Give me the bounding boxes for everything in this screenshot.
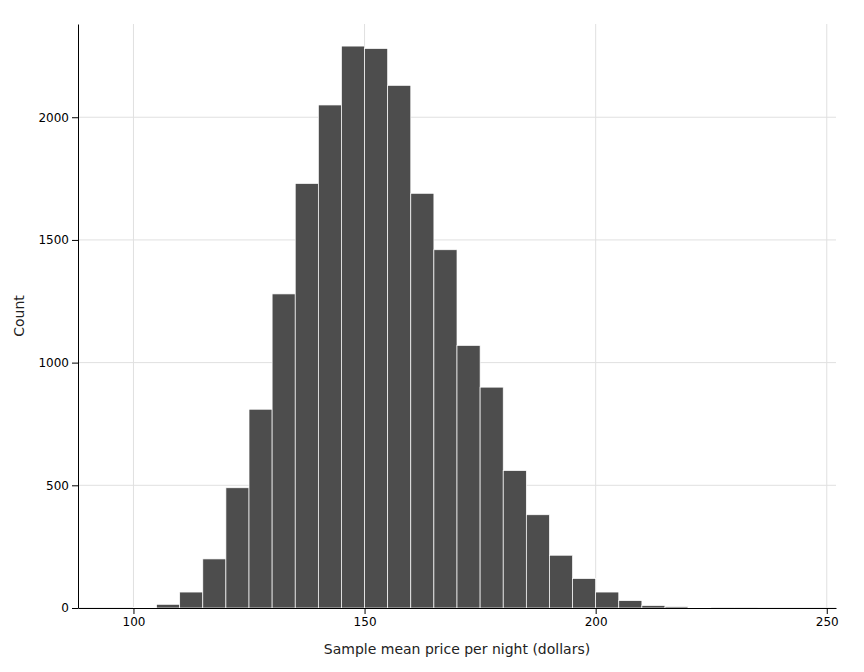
bar (665, 607, 688, 608)
chart: 100 150 200 250 0 500 1000 1500 2000 Sample mean … (0, 0, 864, 672)
tick-label: 150 (354, 615, 377, 629)
tick: 500 (46, 479, 78, 493)
bar (249, 409, 272, 608)
tick: 0 (61, 601, 78, 615)
tick-mark (827, 608, 828, 614)
grid-line (826, 24, 827, 608)
bar (503, 471, 526, 608)
bar (457, 345, 480, 608)
tick: 250 (816, 608, 839, 629)
tick: 2000 (38, 111, 78, 125)
bar (295, 183, 318, 608)
x-axis-title: Sample mean price per night (dollars) (324, 641, 590, 657)
grid (78, 24, 836, 608)
bar (180, 592, 203, 608)
x-axis: 100 150 200 250 (79, 608, 839, 629)
bar (434, 250, 457, 608)
bar (526, 515, 549, 608)
grid-line (78, 239, 836, 240)
tick: 150 (354, 608, 377, 629)
tick-mark (72, 485, 78, 486)
bar (734, 607, 757, 608)
bar (365, 49, 388, 608)
tick-mark (596, 608, 597, 614)
tick: 1000 (38, 356, 78, 370)
bar (341, 46, 364, 608)
tick-label: 250 (816, 615, 839, 629)
bar (318, 105, 341, 608)
tick-label: 500 (46, 479, 69, 493)
tick-label: 1500 (38, 233, 69, 247)
y-axis-title: Count (11, 295, 27, 337)
bar (711, 607, 734, 608)
tick-mark (72, 117, 78, 118)
bar (642, 606, 665, 608)
grid-line (133, 24, 134, 608)
bar (226, 488, 249, 608)
bar (688, 607, 711, 608)
grid-line (78, 117, 836, 118)
plot: 100 150 200 250 0 500 1000 1500 2000 (38, 24, 838, 629)
tick-label: 2000 (38, 111, 69, 125)
bar (203, 559, 226, 608)
tick: 200 (585, 608, 608, 629)
bar (596, 592, 619, 608)
tick-label: 0 (61, 601, 69, 615)
tick-mark (72, 608, 78, 609)
tick-label: 100 (123, 615, 146, 629)
bar (272, 294, 295, 608)
axis-line (79, 608, 837, 609)
tick-mark (72, 240, 78, 241)
bar (133, 607, 156, 608)
tick-label: 200 (585, 615, 608, 629)
bars (133, 46, 757, 608)
tick-mark (72, 363, 78, 364)
bar (549, 555, 572, 608)
bar (157, 604, 180, 608)
bar (573, 579, 596, 608)
grid-line (595, 24, 596, 608)
tick-mark (365, 608, 366, 614)
bar (411, 193, 434, 608)
bar (619, 601, 642, 608)
tick-mark (133, 608, 134, 614)
bar (388, 85, 411, 608)
bar (480, 387, 503, 608)
y-axis: 0 500 1000 1500 2000 (38, 25, 78, 616)
tick: 100 (123, 608, 146, 629)
axis-line (78, 25, 79, 609)
tick: 1500 (38, 233, 78, 247)
tick-label: 1000 (38, 356, 69, 370)
